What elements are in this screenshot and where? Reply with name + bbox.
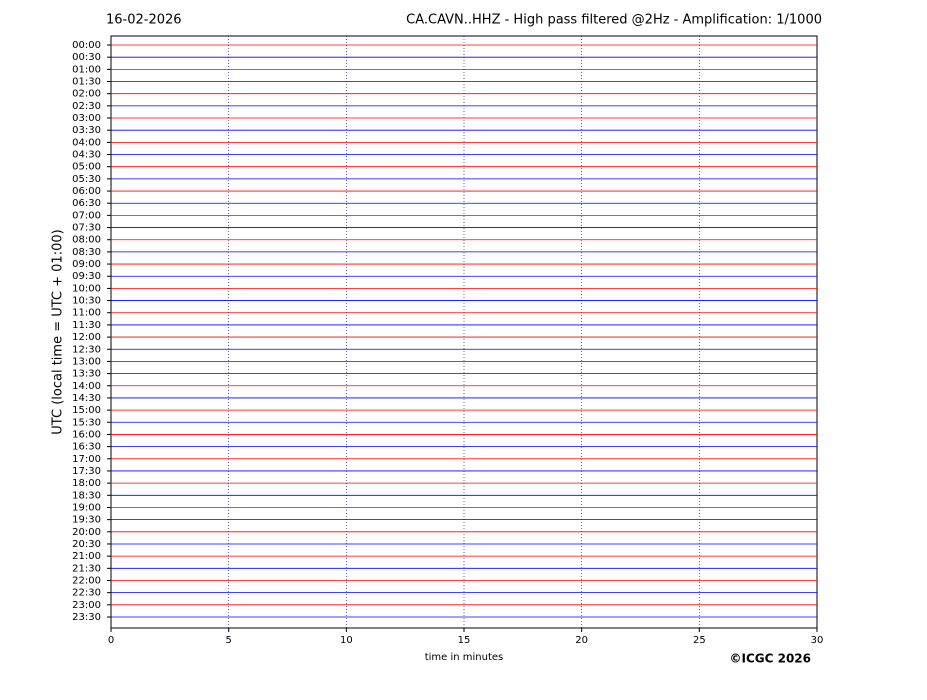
y-tick-label: 21:30 [72, 563, 101, 574]
y-tick-label: 00:30 [72, 52, 101, 63]
y-tick-label: 01:00 [72, 64, 101, 75]
y-tick-label: 15:00 [72, 405, 101, 416]
y-tick-label: 15:30 [72, 417, 101, 428]
y-tick-label: 12:00 [72, 332, 101, 343]
y-axis-label: UTC (local time = UTC + 01:00) [51, 229, 66, 434]
x-axis-label: time in minutes [425, 652, 504, 663]
chart-title: CA.CAVN..HHZ - High pass filtered @2Hz -… [406, 13, 822, 28]
y-tick-label: 07:30 [72, 223, 101, 234]
x-tick-label: 25 [693, 635, 706, 646]
date: 16-02-2026 [106, 13, 182, 28]
y-tick-label: 16:00 [72, 429, 101, 440]
y-tick-label: 19:30 [72, 515, 101, 526]
y-tick-label: 14:30 [72, 393, 101, 404]
y-tick-label: 01:30 [72, 77, 101, 88]
y-tick-label: 08:30 [72, 247, 101, 258]
y-tick-label: 09:30 [72, 271, 101, 282]
y-tick-label: 05:00 [72, 162, 101, 173]
y-tick-label: 19:00 [72, 502, 101, 513]
x-tick-label: 15 [458, 635, 471, 646]
y-tick-label: 18:00 [72, 478, 101, 489]
x-tick-label: 20 [575, 635, 588, 646]
x-tick-label: 0 [108, 635, 114, 646]
y-tick-label: 14:00 [72, 381, 101, 392]
y-tick-label: 22:00 [72, 575, 101, 586]
x-tick-label: 5 [225, 635, 231, 646]
y-tick-label: 06:30 [72, 198, 101, 209]
y-tick-label: 13:00 [72, 356, 101, 367]
y-tick-label: 12:30 [72, 344, 101, 355]
y-tick-label: 08:00 [72, 235, 101, 246]
x-tick-label: 10 [340, 635, 353, 646]
y-tick-label: 17:30 [72, 466, 101, 477]
y-tick-label: 10:00 [72, 283, 101, 294]
plot-frame [110, 35, 818, 629]
y-tick-label: 09:00 [72, 259, 101, 270]
y-tick-label: 21:00 [72, 551, 101, 562]
y-tick-label: 16:30 [72, 442, 101, 453]
copyright: ©ICGC 2026 [729, 652, 811, 666]
x-tick-label: 30 [811, 635, 824, 646]
y-tick-label: 02:30 [72, 101, 101, 112]
y-tick-label: 04:00 [72, 137, 101, 148]
y-tick-label: 11:30 [72, 320, 101, 331]
y-tick-label: 03:00 [72, 113, 101, 124]
y-tick-label: 22:30 [72, 588, 101, 599]
y-tick-label: 00:00 [72, 40, 101, 51]
y-tick-label: 10:30 [72, 296, 101, 307]
y-tick-label: 20:00 [72, 527, 101, 538]
y-tick-label: 11:00 [72, 308, 101, 319]
y-tick-label: 06:00 [72, 186, 101, 197]
y-tick-label: 13:30 [72, 369, 101, 380]
y-tick-label: 07:00 [72, 210, 101, 221]
y-tick-label: 20:30 [72, 539, 101, 550]
y-tick-label: 04:30 [72, 150, 101, 161]
y-tick-label: 03:30 [72, 125, 101, 136]
y-tick-label: 23:30 [72, 612, 101, 623]
y-tick-label: 18:30 [72, 490, 101, 501]
y-tick-label: 05:30 [72, 174, 101, 185]
y-tick-label: 02:00 [72, 89, 101, 100]
y-tick-label: 17:00 [72, 454, 101, 465]
y-tick-label: 23:00 [72, 600, 101, 611]
